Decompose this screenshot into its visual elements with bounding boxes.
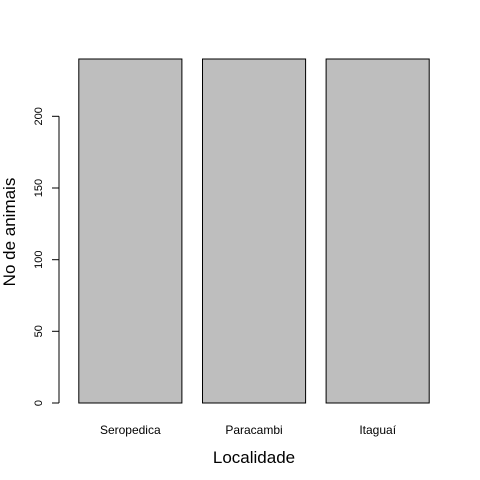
y-tick-label: 100 <box>33 251 45 269</box>
x-tick-label: Paracambi <box>225 423 282 437</box>
y-tick-label: 0 <box>33 400 45 406</box>
x-tick-label: Seropedica <box>100 423 161 437</box>
x-tick-label: Itaguaí <box>359 423 396 437</box>
x-axis-title: Localidade <box>213 448 295 467</box>
y-axis: 0 50 100 150 200 <box>33 107 60 406</box>
y-axis-title: No de animais <box>0 178 19 287</box>
y-tick-label: 150 <box>33 179 45 197</box>
x-axis-labels: Seropedica Paracambi Itaguaí <box>100 423 397 437</box>
bars-layer <box>78 58 430 404</box>
bar-itaguaí <box>325 58 430 404</box>
y-tick-label: 200 <box>33 107 45 125</box>
bar-seropedica <box>78 58 183 404</box>
bar-paracambi <box>202 58 307 404</box>
y-tick-label: 50 <box>33 325 45 337</box>
